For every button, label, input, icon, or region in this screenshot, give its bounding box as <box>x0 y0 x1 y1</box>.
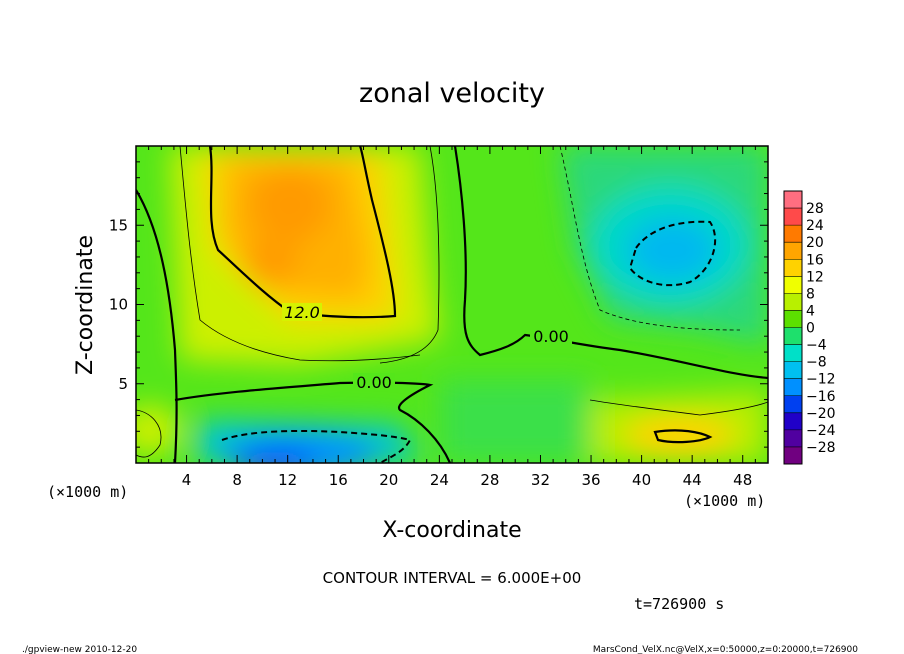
time-label: t=726900 s <box>634 595 724 613</box>
colorbar-segment <box>784 327 802 346</box>
x-tick-label: 48 <box>733 471 752 489</box>
colorbar-segment <box>784 208 802 226</box>
colorbar-label: 16 <box>806 252 824 268</box>
colorbar-segment <box>784 225 802 243</box>
x-tick-label: 8 <box>232 471 242 489</box>
x-tick-label: 36 <box>581 471 600 489</box>
x-tick-label: 4 <box>182 471 192 489</box>
colorbar-label: 12 <box>806 269 824 285</box>
program-label: ./gpview-new 2010-12-20 <box>22 645 137 654</box>
colorbar-segment <box>784 429 802 448</box>
y-tick-label: 10 <box>109 296 128 314</box>
colorbar-segment <box>784 378 802 397</box>
x-tick-label: 32 <box>531 471 550 489</box>
colorbar-label: 4 <box>806 303 815 319</box>
colorbar-label: −20 <box>806 406 836 422</box>
x-tick-label: 16 <box>329 471 348 489</box>
x-axis-ticks: 4 8 12 16 20 24 28 32 36 40 44 48 <box>148 146 756 489</box>
colorbar-label: 20 <box>806 235 824 251</box>
colorbar-segment <box>784 259 802 277</box>
contour-label: 0.00 <box>533 327 569 346</box>
x-tick-label: 12 <box>278 471 297 489</box>
colorbar-label: −28 <box>806 440 836 456</box>
x-unit-right: (×1000 m) <box>684 492 765 510</box>
colorbar-label: −12 <box>806 372 836 388</box>
x-tick-label: 44 <box>683 471 702 489</box>
y-tick-label: 5 <box>118 375 128 393</box>
colorbar-label: −24 <box>806 423 836 439</box>
colorbar-segment <box>784 344 802 363</box>
colorbar-segment <box>784 293 802 311</box>
colorbar-segment <box>784 310 802 328</box>
contour-label: 12.0 <box>284 303 320 322</box>
x-tick-label: 28 <box>480 471 499 489</box>
colorbar-label: 28 <box>806 201 824 217</box>
colorbar-segment <box>784 395 802 414</box>
colorbar-segment <box>784 446 802 465</box>
colorbar-segment <box>784 276 802 294</box>
colorbar-label: 0 <box>806 321 815 337</box>
contour-labels: 12.0 0.00 0.00 <box>282 303 572 392</box>
colorbar-label: −4 <box>806 338 827 354</box>
colorbar-segment <box>784 191 802 209</box>
colorbar-segment <box>784 242 802 260</box>
x-tick-label: 40 <box>632 471 651 489</box>
colorbar-label: 24 <box>806 218 824 234</box>
y-axis-ticks: 5 10 15 <box>109 161 768 448</box>
colorbar-label: 8 <box>806 286 815 302</box>
colorbar-label: −16 <box>806 389 836 405</box>
colorbar-label: −8 <box>806 355 827 371</box>
source-label: MarsCond_VelX.nc@VelX,x=0:50000,z=0:2000… <box>593 645 858 654</box>
contour-interval: CONTOUR INTERVAL = 6.000E+00 <box>323 569 582 587</box>
y-axis-label: Z-coordinate <box>73 235 98 375</box>
x-axis-label: X-coordinate <box>382 518 521 543</box>
colorbar-segment <box>784 361 802 380</box>
contour-lines <box>136 146 768 463</box>
contour-label: 0.00 <box>356 373 392 392</box>
x-tick-label: 24 <box>430 471 449 489</box>
x-tick-label: 20 <box>379 471 398 489</box>
plot-area <box>136 146 768 463</box>
colorbar-segment <box>784 412 802 431</box>
y-tick-label: 15 <box>109 216 128 234</box>
x-unit-left: (×1000 m) <box>47 483 128 501</box>
chart-title: zonal velocity <box>359 78 545 109</box>
